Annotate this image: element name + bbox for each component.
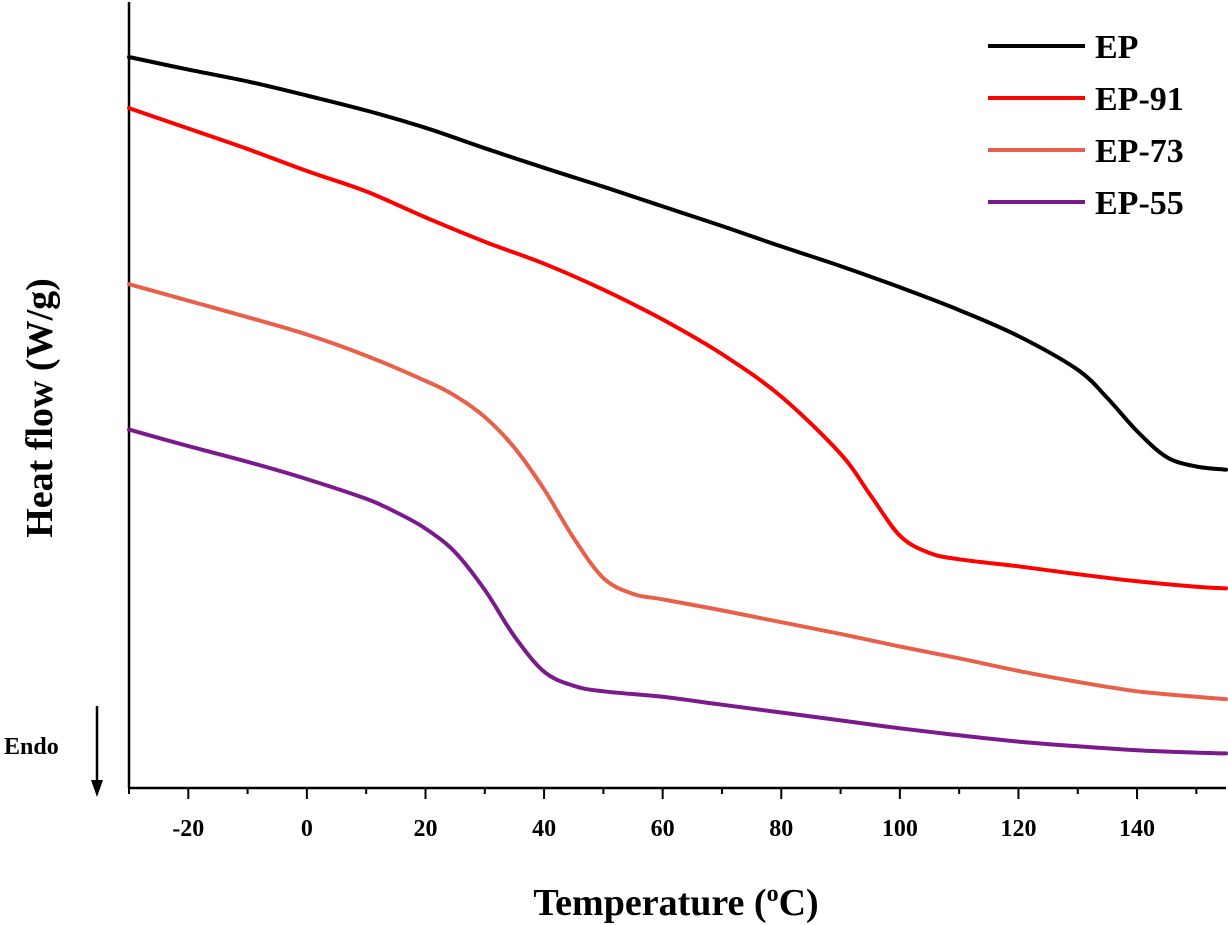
legend-label-ep-55: EP-55 <box>1095 185 1184 222</box>
plot-frame <box>127 2 1226 790</box>
series-lines <box>127 55 1228 756</box>
x-axis-label-main: Temperature ( <box>533 882 766 924</box>
endo-arrow-head <box>91 780 103 797</box>
x-axis-label: Temperature (oC) <box>533 881 818 924</box>
x-tick-label: 80 <box>769 816 793 842</box>
y-axis-label: Heat flow (W/g) <box>19 278 61 538</box>
series-line-ep-73 <box>127 282 1228 702</box>
x-tick-label: 140 <box>1119 816 1155 842</box>
legend: EP EP-91 EP-73 EP-55 <box>988 29 1184 222</box>
x-tick-label: 60 <box>651 816 675 842</box>
legend-label-ep: EP <box>1095 29 1138 66</box>
x-tick-label: 20 <box>413 816 437 842</box>
series-line-ep-55 <box>127 427 1228 756</box>
series-line-ep <box>127 55 1228 472</box>
series-line-ep-91 <box>127 106 1228 591</box>
x-tick-label: 40 <box>532 816 556 842</box>
x-axis-label-end: C) <box>779 882 819 924</box>
x-axis-ticks: -20 0 20 40 60 80 100 120 140 <box>128 788 1198 842</box>
endo-annotation: Endo <box>4 734 59 760</box>
x-tick-label: 0 <box>301 816 313 842</box>
legend-label-ep-73: EP-73 <box>1095 133 1184 170</box>
legend-label-ep-91: EP-91 <box>1095 81 1184 118</box>
x-tick-label: 100 <box>882 816 918 842</box>
x-tick-label: -20 <box>172 816 204 842</box>
x-axis-label-sup: o <box>767 881 779 907</box>
x-tick-label: 120 <box>1000 816 1036 842</box>
